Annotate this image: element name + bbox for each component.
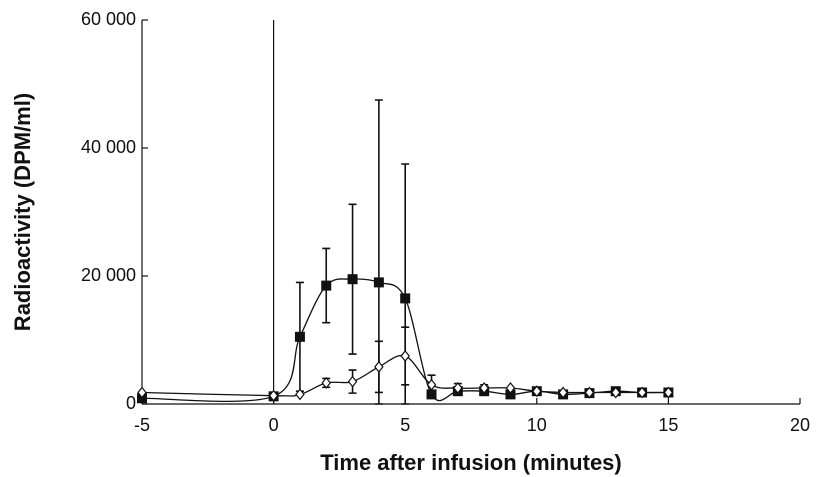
marker <box>663 386 674 399</box>
x-tick-label: 20 <box>790 415 810 435</box>
marker <box>268 389 279 402</box>
y-tick-label: 60 000 <box>81 9 136 29</box>
marker <box>374 360 384 373</box>
marker <box>426 378 437 391</box>
marker <box>347 375 358 388</box>
marker <box>295 388 305 401</box>
marker <box>294 331 305 342</box>
y-tick-label: 0 <box>126 393 136 413</box>
marker <box>505 389 516 400</box>
marker <box>479 382 489 394</box>
marker <box>400 293 411 304</box>
marker <box>321 280 332 291</box>
marker <box>637 386 647 399</box>
x-tick-label: 5 <box>400 415 410 435</box>
y-tick-label: 20 000 <box>81 265 136 285</box>
marker <box>400 350 410 362</box>
marker <box>453 382 463 394</box>
marker <box>505 382 516 394</box>
marker <box>137 386 147 399</box>
marker <box>321 376 332 389</box>
marker <box>347 274 358 285</box>
x-tick-label: 0 <box>269 415 279 435</box>
marker <box>558 386 568 399</box>
y-axis-title: Radioactivity (DPM/ml) <box>10 93 35 331</box>
x-axis-title: Time after infusion (minutes) <box>320 450 622 475</box>
x-tick-label: 10 <box>527 415 547 435</box>
x-tick-label: 15 <box>658 415 678 435</box>
y-tick-label: 40 000 <box>81 137 136 157</box>
marker <box>610 386 621 399</box>
marker <box>584 386 595 399</box>
marker <box>532 385 542 398</box>
marker <box>373 277 384 288</box>
x-tick-label: -5 <box>134 415 150 435</box>
